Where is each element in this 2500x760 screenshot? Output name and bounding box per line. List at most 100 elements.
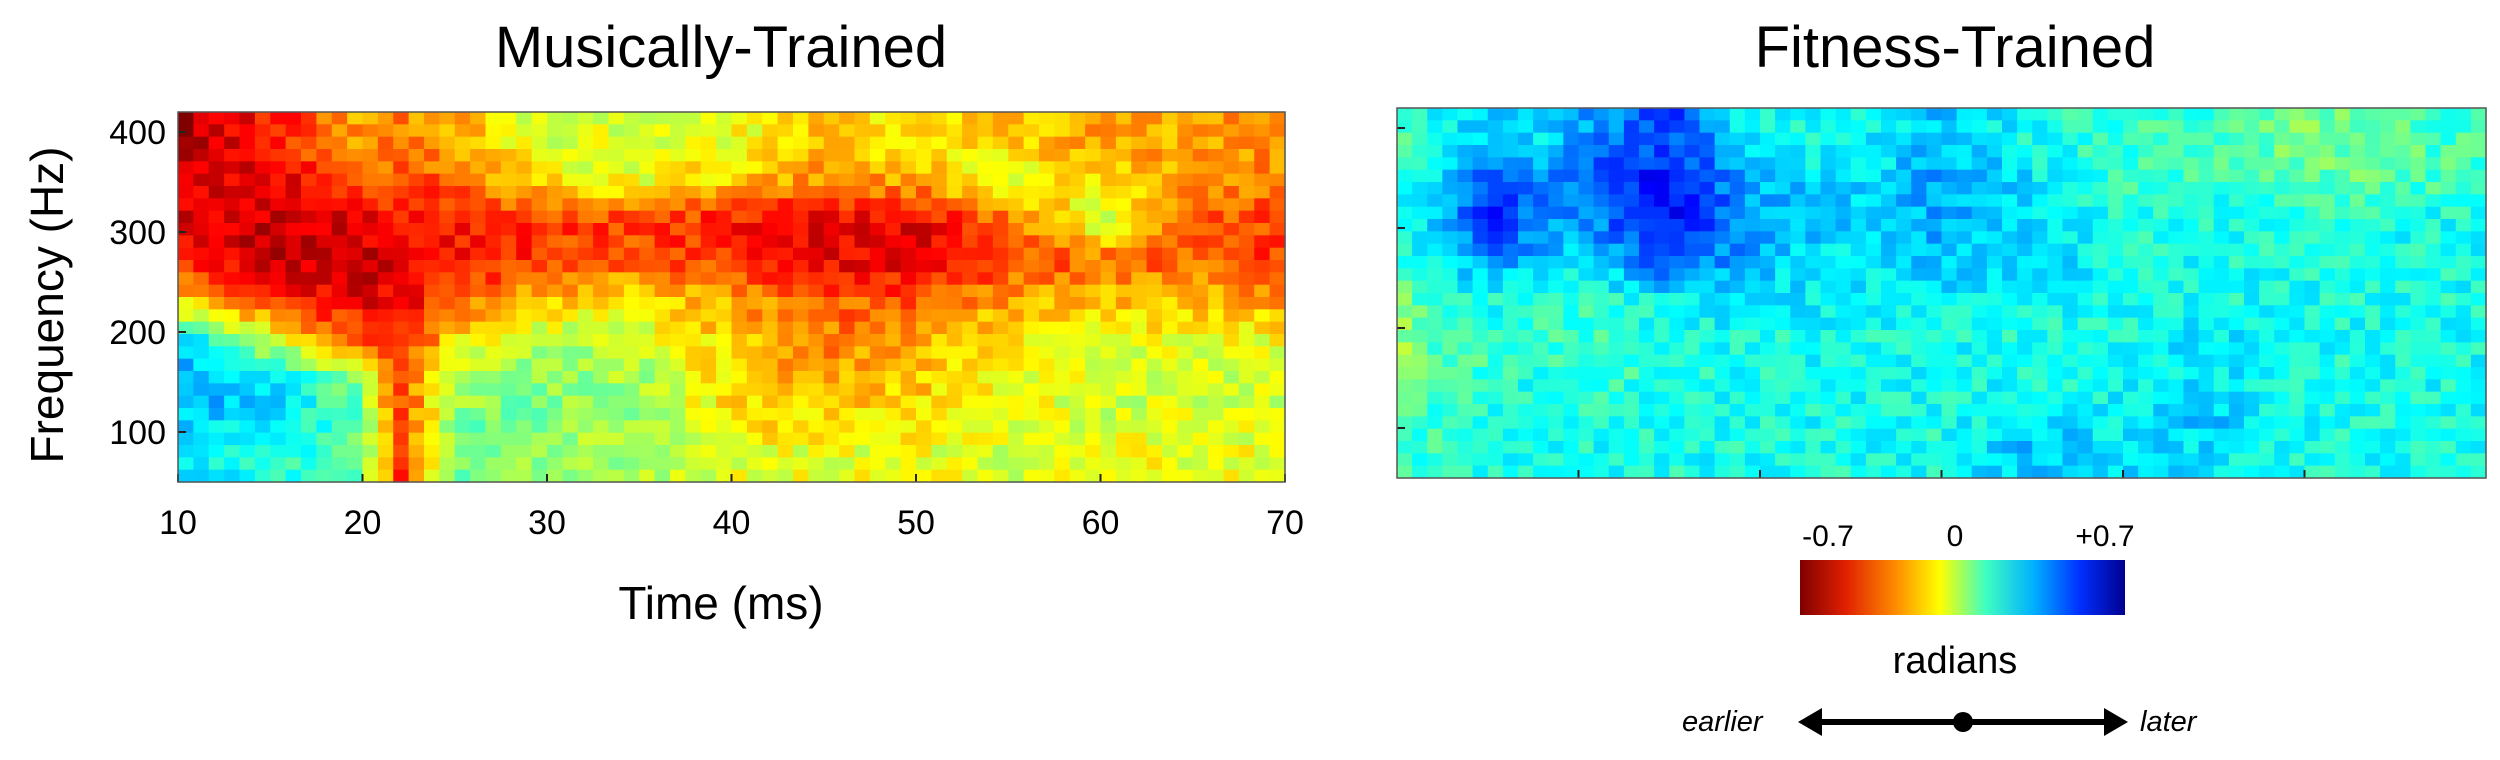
heatmap-cell bbox=[962, 395, 979, 409]
heatmap-cell bbox=[916, 334, 932, 347]
heatmap-cell bbox=[1131, 395, 1148, 409]
heatmap-cell bbox=[1427, 108, 1443, 121]
heatmap-cell bbox=[1457, 330, 1474, 343]
heatmap-cell bbox=[623, 383, 640, 397]
heatmap-cell bbox=[1729, 206, 1746, 220]
heatmap-cell bbox=[2410, 206, 2427, 220]
heatmap-cell bbox=[808, 420, 825, 434]
heatmap-cell bbox=[485, 186, 502, 199]
heatmap-cell bbox=[1881, 206, 1897, 220]
heatmap-cell bbox=[1865, 404, 1882, 417]
heatmap-cell bbox=[362, 260, 379, 273]
heatmap-cell bbox=[1744, 330, 1761, 343]
heatmap-cell bbox=[1115, 395, 1132, 409]
heatmap-cell bbox=[1238, 457, 1255, 471]
heatmap-cell bbox=[1865, 157, 1882, 171]
heatmap-cell bbox=[1563, 157, 1580, 171]
heatmap-cell bbox=[608, 198, 625, 212]
heatmap-cell bbox=[2002, 379, 2018, 393]
heatmap-cell bbox=[1457, 293, 1474, 306]
heatmap-cell bbox=[777, 161, 794, 175]
heatmap-cell bbox=[270, 124, 287, 138]
heatmap-cell bbox=[377, 112, 394, 125]
heatmap-cell bbox=[1162, 334, 1178, 347]
heatmap-cell bbox=[224, 334, 241, 347]
heatmap-cell bbox=[869, 432, 886, 446]
heatmap-cell bbox=[1223, 457, 1240, 471]
heatmap-cell bbox=[746, 445, 763, 458]
heatmap-cell bbox=[823, 420, 840, 434]
heatmap-cell bbox=[2228, 441, 2245, 454]
heatmap-cell bbox=[1790, 219, 1806, 232]
heatmap-cell bbox=[1472, 206, 1489, 220]
heatmap-cell bbox=[977, 186, 994, 199]
heatmap-cell bbox=[793, 334, 809, 347]
heatmap-cell bbox=[2092, 428, 2109, 442]
heatmap-cell bbox=[1593, 206, 1610, 220]
heatmap-cell bbox=[1162, 383, 1178, 397]
heatmap-cell bbox=[2319, 132, 2336, 146]
heatmap-cell bbox=[1100, 284, 1117, 298]
heatmap-cell bbox=[2047, 441, 2064, 454]
heatmap-cell bbox=[2395, 441, 2411, 454]
heatmap-cell bbox=[1744, 367, 1761, 380]
heatmap-cell bbox=[808, 173, 825, 187]
heatmap-cell bbox=[1896, 231, 1912, 245]
heatmap-cell bbox=[946, 469, 963, 483]
heatmap-cell bbox=[1054, 149, 1071, 162]
heatmap-cell bbox=[1805, 268, 1822, 282]
heatmap-cell bbox=[1269, 457, 1286, 471]
heatmap-cell bbox=[1896, 367, 1912, 380]
heatmap-cell bbox=[977, 395, 994, 409]
heatmap-cell bbox=[1881, 157, 1897, 171]
heatmap-cell bbox=[1412, 169, 1428, 183]
heatmap-cell bbox=[1269, 408, 1286, 421]
heatmap-cell bbox=[1775, 317, 1791, 331]
heatmap-cell bbox=[2395, 206, 2411, 220]
heatmap-cell bbox=[793, 112, 809, 125]
heatmap-cell bbox=[931, 112, 948, 125]
heatmap-cell bbox=[2213, 219, 2230, 232]
heatmap-cell bbox=[977, 420, 994, 434]
heatmap-cell bbox=[2138, 379, 2154, 393]
heatmap-cell bbox=[1085, 284, 1102, 298]
heatmap-cell bbox=[1654, 145, 1670, 158]
heatmap-cell bbox=[2334, 416, 2351, 430]
heatmap-cell bbox=[1684, 342, 1701, 356]
heatmap-cell bbox=[885, 358, 902, 372]
heatmap-cell bbox=[2425, 391, 2442, 405]
heatmap-cell bbox=[2365, 354, 2381, 368]
heatmap-cell bbox=[1238, 186, 1255, 199]
heatmap-cell bbox=[347, 149, 364, 162]
heatmap-cell bbox=[1457, 120, 1474, 134]
heatmap-cell bbox=[2123, 416, 2139, 430]
heatmap-cell bbox=[2047, 256, 2064, 269]
heatmap-cell bbox=[485, 149, 502, 162]
heatmap-cell bbox=[1008, 395, 1025, 409]
heatmap-cell bbox=[916, 247, 932, 261]
heatmap-cell bbox=[193, 309, 210, 323]
heatmap-cell bbox=[1775, 354, 1791, 368]
heatmap-cell bbox=[1654, 120, 1670, 134]
heatmap-cell bbox=[1412, 404, 1428, 417]
heatmap-cell bbox=[1790, 182, 1806, 195]
heatmap-cell bbox=[1669, 268, 1685, 282]
heatmap-cell bbox=[2365, 145, 2381, 158]
heatmap-cell bbox=[531, 260, 548, 273]
heatmap-cell bbox=[393, 420, 410, 434]
heatmap-cell bbox=[1427, 354, 1443, 368]
heatmap-cell bbox=[1593, 243, 1610, 257]
heatmap-cell bbox=[900, 124, 917, 138]
heatmap-cell bbox=[2244, 157, 2260, 171]
heatmap-cell bbox=[1623, 206, 1640, 220]
heatmap-cell bbox=[885, 346, 902, 360]
heatmap-cell bbox=[2455, 219, 2472, 232]
heatmap-cell bbox=[485, 173, 502, 187]
heatmap-cell bbox=[593, 186, 610, 199]
heatmap-cell bbox=[1563, 416, 1580, 430]
heatmap-cell bbox=[1427, 391, 1443, 405]
heatmap-cell bbox=[854, 223, 871, 236]
heatmap-cell bbox=[2410, 293, 2427, 306]
heatmap-cell bbox=[1177, 432, 1194, 446]
heatmap-cell bbox=[1729, 231, 1746, 245]
